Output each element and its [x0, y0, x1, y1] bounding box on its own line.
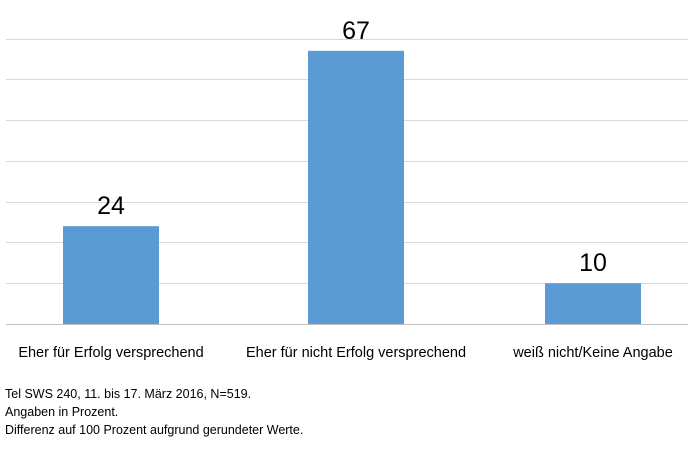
footnote-source: Tel SWS 240, 11. bis 17. März 2016, N=51…	[5, 387, 252, 401]
category-label: weiß nicht/Keine Angabe	[512, 345, 673, 361]
data-labels: 24 67 10	[97, 17, 607, 277]
footnotes: Tel SWS 240, 11. bis 17. März 2016, N=51…	[5, 385, 303, 439]
category-labels: Eher für Erfolg versprechend Eher für nic…	[18, 345, 672, 361]
bar	[545, 283, 641, 324]
data-label: 67	[342, 17, 370, 45]
bar	[63, 226, 159, 324]
category-label: Eher für Erfolg versprechend	[18, 345, 203, 361]
bar	[308, 50, 404, 324]
footnote-rounding: Differenz auf 100 Prozent aufgrund gerun…	[5, 423, 304, 437]
data-label: 24	[97, 192, 125, 220]
bars	[63, 50, 641, 324]
data-label: 10	[579, 249, 607, 277]
category-label: Eher für nicht Erfolg versprechend	[246, 345, 466, 361]
footnote-unit: Angaben in Prozent.	[5, 405, 119, 419]
